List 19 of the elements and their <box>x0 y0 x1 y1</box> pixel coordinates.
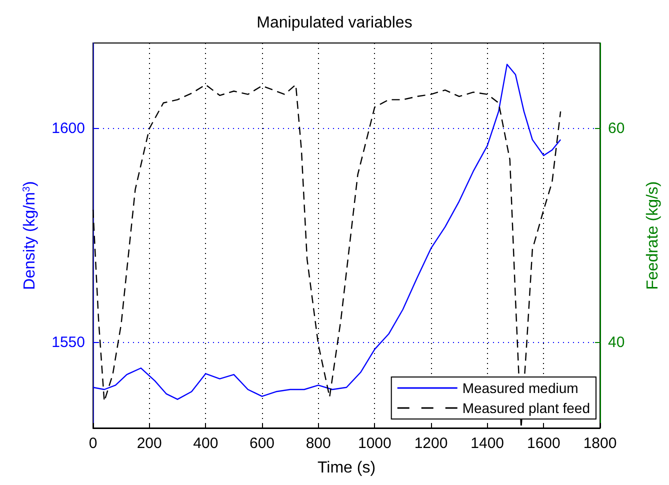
y-axis-title: Density (kg/m3) <box>22 181 38 290</box>
x-tick-label: 1800 <box>583 435 617 452</box>
x-tick-label: 1200 <box>414 435 448 452</box>
y2-axis-title: Feedrate (kg/s) <box>644 181 662 290</box>
y2-tick-label: 40 <box>608 334 625 351</box>
legend-label: Measured plant feed <box>462 400 590 416</box>
legend-label: Measured medium <box>462 380 578 396</box>
y-tick-label: 1550 <box>52 334 85 351</box>
x-axis-title: Time (s) <box>317 460 376 476</box>
x-tick-label: 200 <box>136 435 162 452</box>
x-tick-label: 400 <box>193 435 218 452</box>
x-tick-label: 1600 <box>526 435 560 452</box>
chart-title: Manipulated variables <box>256 14 412 32</box>
x-tick-label: 600 <box>249 435 275 452</box>
x-tick-label: 1400 <box>470 435 504 452</box>
x-tick-label: 800 <box>306 435 331 452</box>
x-tick-label: 0 <box>88 435 98 452</box>
y2-tick-label: 60 <box>608 120 625 138</box>
x-tick-label: 1000 <box>358 435 392 452</box>
